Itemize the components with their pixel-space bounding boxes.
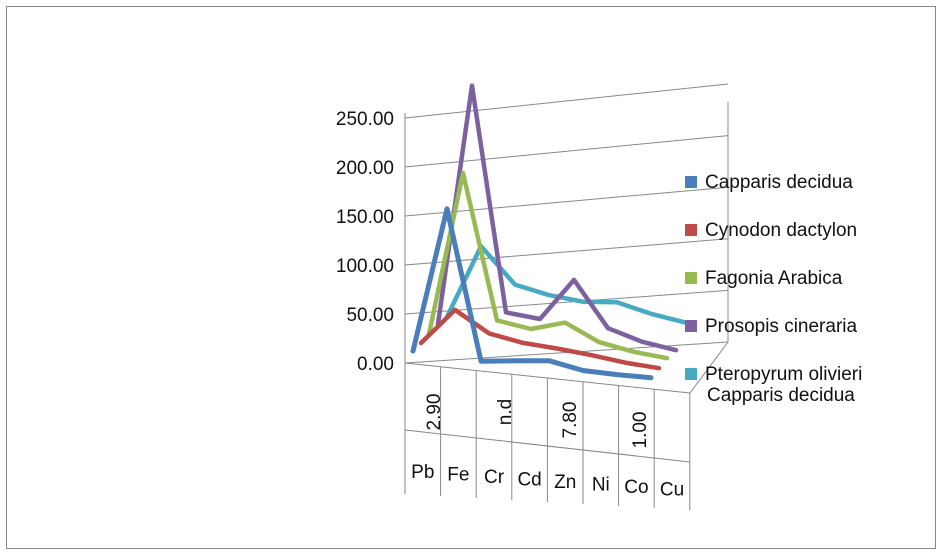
x-tick-label: Co (624, 477, 648, 498)
y-tick-label: 50.00 (346, 305, 394, 326)
legend-label: Pteropyrum olivieri (705, 364, 862, 385)
x-tick-label: Fe (447, 465, 469, 486)
axis-labels: 0.00 50.00 100.00 150.00 200.00 250.00 Pb Fe Cr C… (336, 109, 855, 501)
value-label: 1.00 (630, 412, 651, 449)
series-line-pteropyrum-olivieri (444, 243, 688, 325)
x-tick-label: Ni (592, 475, 610, 496)
legend-label: Fagonia Arabica (705, 268, 843, 289)
series-line-fagonia-arabica (426, 170, 670, 361)
value-label: 7.80 (560, 402, 581, 439)
legend-swatch (685, 320, 697, 332)
legend: Capparis decidua Cynodon dactylon Fagonia … (685, 172, 862, 385)
x-tick-label: Pb (411, 462, 434, 483)
gridline (404, 83, 729, 119)
depth-axis-label: Capparis decidua (707, 385, 855, 406)
category-row-divider (404, 429, 691, 463)
value-label: 2.90 (424, 394, 445, 431)
value-label: n.d (495, 399, 516, 425)
side-floor-line (689, 341, 729, 394)
gridline (404, 135, 729, 168)
y-tick-label: 200.00 (336, 158, 394, 179)
legend-swatch (685, 368, 697, 380)
legend-label: Cynodon dactylon (705, 220, 857, 241)
series-line-cynodon-dactylon (418, 307, 662, 371)
x-tick-label: Zn (554, 472, 576, 493)
legend-label: Prosopis cineraria (705, 316, 857, 337)
y-tick-label: 250.00 (336, 109, 394, 130)
legend-swatch (685, 176, 697, 188)
legend-swatch (685, 272, 697, 284)
series-lines (410, 83, 688, 381)
axes (404, 102, 729, 510)
y-tick-label: 100.00 (336, 256, 394, 277)
gridline (404, 186, 729, 217)
y-tick-label: 0.00 (357, 354, 394, 375)
series-line-prosopis-cineraria (435, 83, 679, 353)
x-tick-label: Cu (660, 480, 684, 501)
y-tick-label: 150.00 (336, 207, 394, 228)
legend-swatch (685, 224, 697, 236)
x-tick-label: Cr (484, 467, 505, 488)
legend-label: Capparis decidua (705, 172, 853, 193)
series-line-capparis-decidua (410, 206, 654, 381)
x-tick-label: Cd (517, 470, 541, 491)
